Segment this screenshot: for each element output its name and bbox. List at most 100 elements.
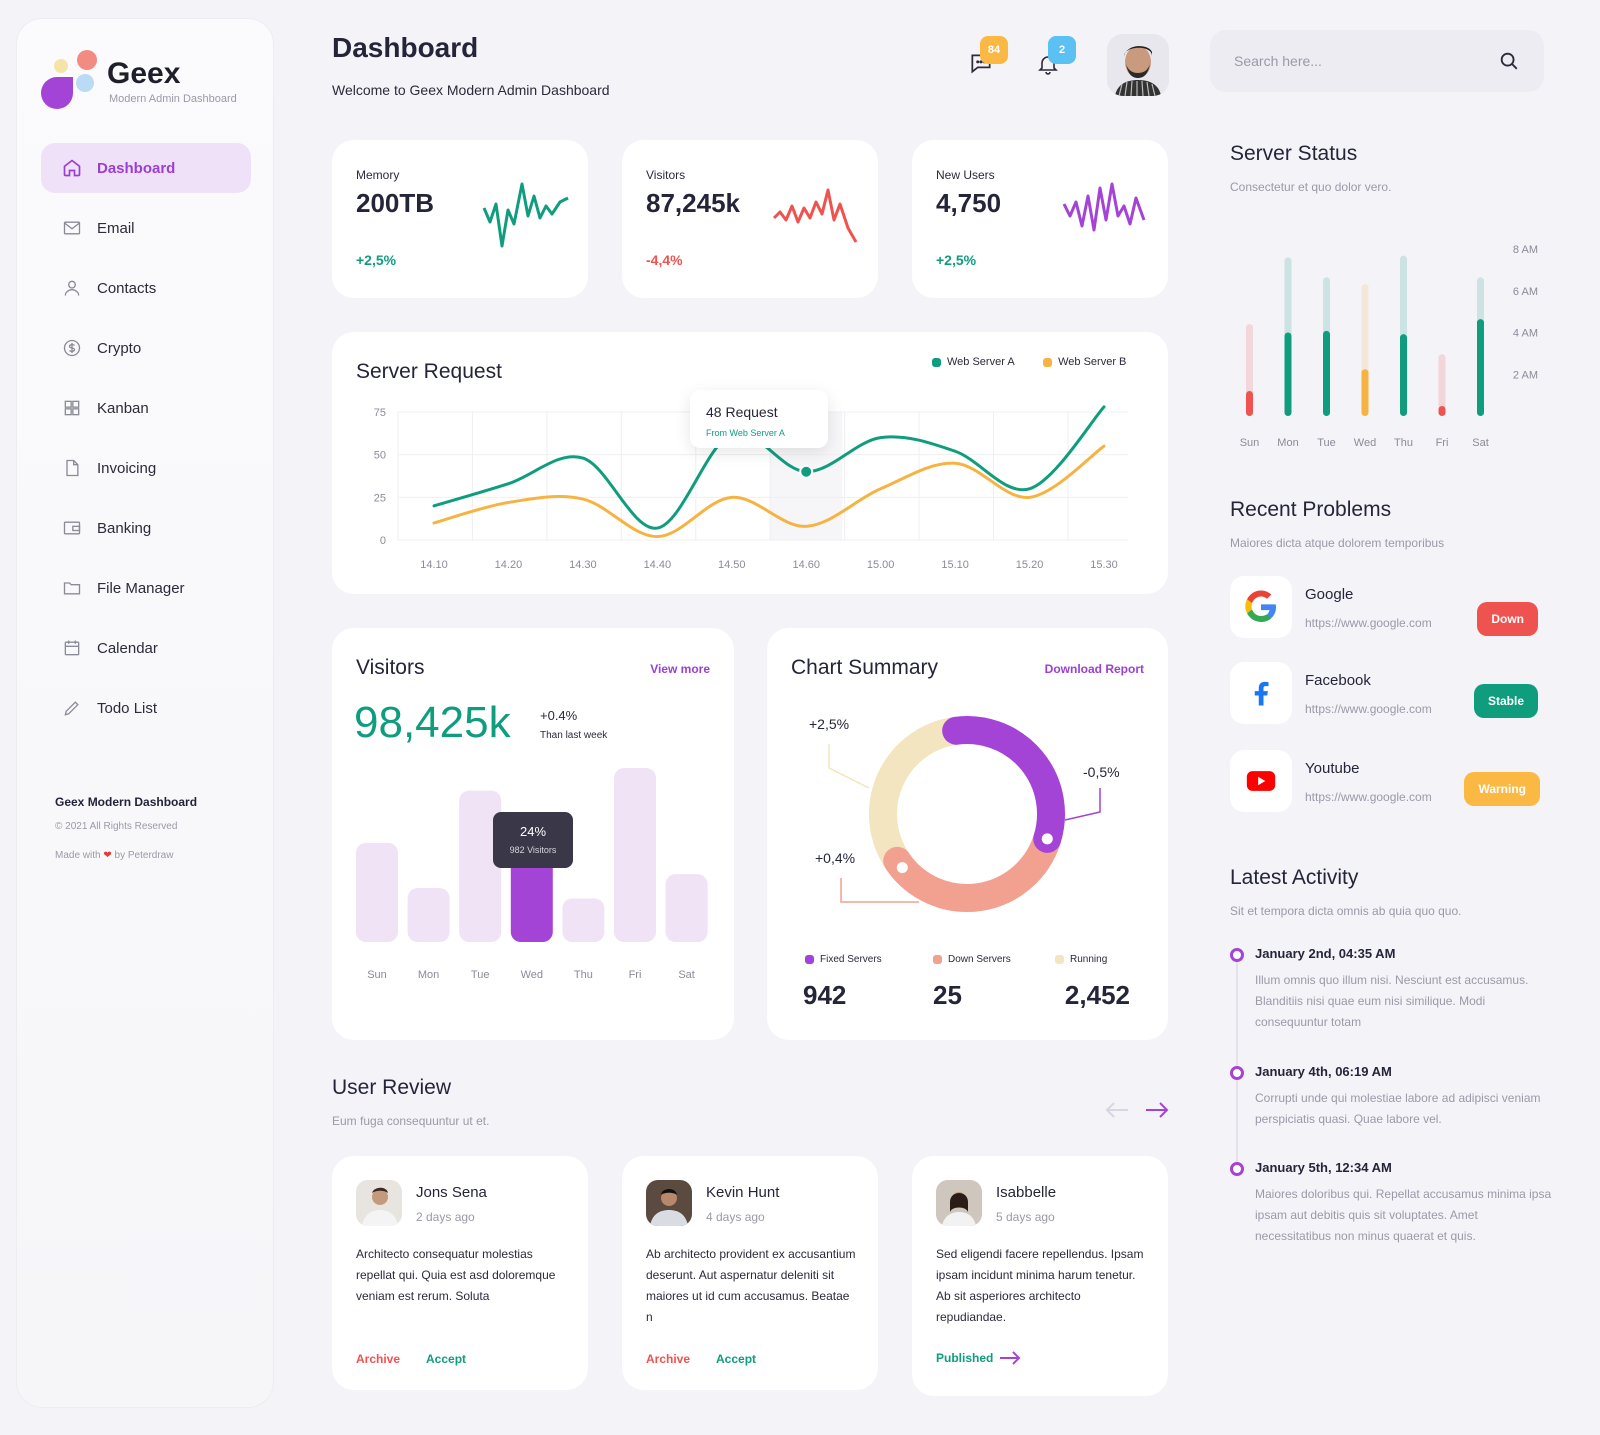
sidebar-item-invoicing[interactable]: Invoicing	[41, 443, 251, 493]
chart-summary-title: Chart Summary	[791, 656, 939, 679]
search-icon[interactable]	[1498, 50, 1520, 72]
notifications-count-badge: 2	[1048, 36, 1076, 64]
archive-button[interactable]: Archive	[356, 1352, 401, 1366]
arrow-right-icon[interactable]	[1144, 1098, 1170, 1122]
legend-swatch-b	[1043, 357, 1053, 367]
page-subtitle: Welcome to Geex Modern Admin Dashboard	[332, 82, 610, 98]
status-bar-sat	[1477, 277, 1484, 416]
bar-mon	[407, 888, 450, 942]
donut-label-c: +0,4%	[815, 850, 856, 866]
problem-name: Facebook	[1305, 672, 1371, 689]
arrow-right-icon	[1000, 1351, 1021, 1365]
sidebar-item-banking[interactable]: Banking	[41, 503, 251, 553]
problem-url: https://www.google.com	[1305, 616, 1432, 630]
status-badge-stable[interactable]: Stable	[1473, 684, 1538, 718]
legend-label: Fixed Servers	[820, 954, 882, 965]
status-bar-thu	[1400, 255, 1407, 416]
arrow-left-icon[interactable]	[1104, 1098, 1130, 1122]
y-tick-label: 0	[380, 535, 386, 547]
pencil-icon	[61, 697, 83, 719]
facebook-icon	[1230, 662, 1292, 724]
problem-row-google[interactable]: Google https://www.google.com Down	[1230, 576, 1550, 640]
visitors-sparkline	[772, 188, 858, 243]
x-tick-label: Mon	[418, 969, 439, 981]
legend-swatch-a	[932, 357, 941, 367]
search-input[interactable]	[1234, 30, 1494, 92]
activity-text: Corrupti unde qui molestiae labore ad ad…	[1255, 1091, 1541, 1126]
sidebar-item-contacts[interactable]: Contacts	[41, 263, 251, 313]
reviewer-name: Kevin Hunt	[706, 1184, 780, 1201]
calendar-icon	[61, 637, 83, 659]
status-bar-value	[1246, 390, 1253, 416]
sidebar-item-label: Invoicing	[97, 459, 157, 477]
x-tick-label: 15.20	[1016, 559, 1044, 571]
summary-donut-chart	[828, 716, 1101, 912]
tooltip-visitors: 982 Visitors	[509, 845, 557, 855]
sidebar: Geex Modern Admin Dashboard Dashboard Em…	[16, 18, 274, 1408]
sidebar-item-kanban[interactable]: Kanban	[41, 383, 251, 433]
visitors-change-note: Than last week	[540, 730, 608, 741]
archive-button[interactable]: Archive	[646, 1352, 691, 1366]
accept-button[interactable]: Accept	[716, 1352, 757, 1366]
footer-copyright: © 2021 All Rights Reserved	[55, 821, 178, 832]
sidebar-item-crypto[interactable]: Crypto	[41, 323, 251, 373]
legend-item-a: Web Server A	[932, 356, 1014, 368]
server-request-card: Server Request Web Server A Web Server B…	[332, 332, 1168, 594]
y-tick-label: 6 AM	[1513, 286, 1538, 298]
sidebar-item-todo-list[interactable]: Todo List	[41, 683, 251, 733]
messages-button[interactable]: 84	[968, 36, 1008, 80]
timeline-dot	[1230, 948, 1244, 962]
status-badge-down[interactable]: Down	[1477, 602, 1538, 636]
problem-row-facebook[interactable]: Facebook https://www.google.com Stable	[1230, 662, 1550, 726]
problem-url: https://www.google.com	[1305, 790, 1432, 804]
visitors-tooltip: 24% 982 Visitors	[493, 812, 573, 868]
status-badge-warning[interactable]: Warning	[1464, 772, 1540, 806]
review-text: Architecto consequatur molestias repella…	[356, 1247, 556, 1303]
reviewer-avatar	[936, 1180, 982, 1226]
footer-made-with: Made with ❤ by Peterdraw	[55, 850, 197, 861]
donut-label-b: -0,5%	[1083, 764, 1120, 780]
reviewer-name: Jons Sena	[416, 1184, 487, 1201]
review-date: 2 days ago	[416, 1210, 475, 1224]
problem-row-youtube[interactable]: Youtube https://www.google.com Warning	[1230, 750, 1550, 814]
status-bar-value	[1323, 330, 1330, 416]
folder-icon	[61, 577, 83, 599]
server-request-legend: Web Server A Web Server B	[932, 356, 1126, 368]
bar-thu	[562, 898, 605, 942]
published-button[interactable]: Published	[936, 1350, 1021, 1366]
youtube-icon	[1230, 750, 1292, 812]
sidebar-item-dashboard[interactable]: Dashboard	[41, 143, 251, 193]
legend-label-a: Web Server A	[947, 356, 1015, 368]
down-servers-value: 25	[933, 980, 962, 1010]
sidebar-item-label: Banking	[97, 519, 152, 537]
profile-avatar[interactable]	[1107, 34, 1169, 96]
sidebar-item-label: Kanban	[97, 399, 149, 417]
sidebar-item-label: File Manager	[97, 579, 185, 597]
timeline-dot	[1230, 1066, 1244, 1080]
download-report-link[interactable]: Download Report	[1044, 662, 1144, 676]
sidebar-item-file-manager[interactable]: File Manager	[41, 563, 251, 613]
running-value: 2,452	[1064, 980, 1130, 1010]
view-more-link[interactable]: View more	[650, 662, 710, 676]
review-text: Sed eligendi facere repellendus. Ipsam i…	[936, 1247, 1144, 1324]
activity-time: January 2nd, 04:35 AM	[1255, 946, 1396, 961]
dollar-icon	[61, 337, 83, 359]
page-title: Dashboard	[332, 32, 479, 63]
brand-logo[interactable]: Geex Modern Admin Dashboard	[39, 49, 259, 119]
activity-text: Illum omnis quo illum nisi. Nesciunt est…	[1255, 973, 1529, 1029]
visitors-title: Visitors	[356, 656, 425, 679]
made-with-suffix: by Peterdraw	[114, 850, 174, 861]
latest-activity-subtitle: Sit et tempora dicta omnis ab quia quo q…	[1230, 904, 1462, 918]
reviewer-photo-icon	[936, 1180, 982, 1226]
sidebar-item-email[interactable]: Email	[41, 203, 251, 253]
sidebar-item-calendar[interactable]: Calendar	[41, 623, 251, 673]
x-tick-label: 14.50	[718, 559, 746, 571]
x-tick-label: Sat	[678, 969, 695, 981]
search-bar[interactable]	[1210, 30, 1544, 92]
accept-button[interactable]: Accept	[426, 1352, 467, 1366]
x-tick-label: 15.10	[941, 559, 969, 571]
review-card: Isabbelle 5 days ago Sed eligendi facere…	[912, 1156, 1168, 1396]
notifications-button[interactable]: 2	[1036, 36, 1076, 82]
server-request-chart: 0 25 50 75 14.10 14.20 14.30 14.40 14.50 14.60 15.…	[374, 405, 1128, 571]
wallet-icon	[61, 517, 83, 539]
